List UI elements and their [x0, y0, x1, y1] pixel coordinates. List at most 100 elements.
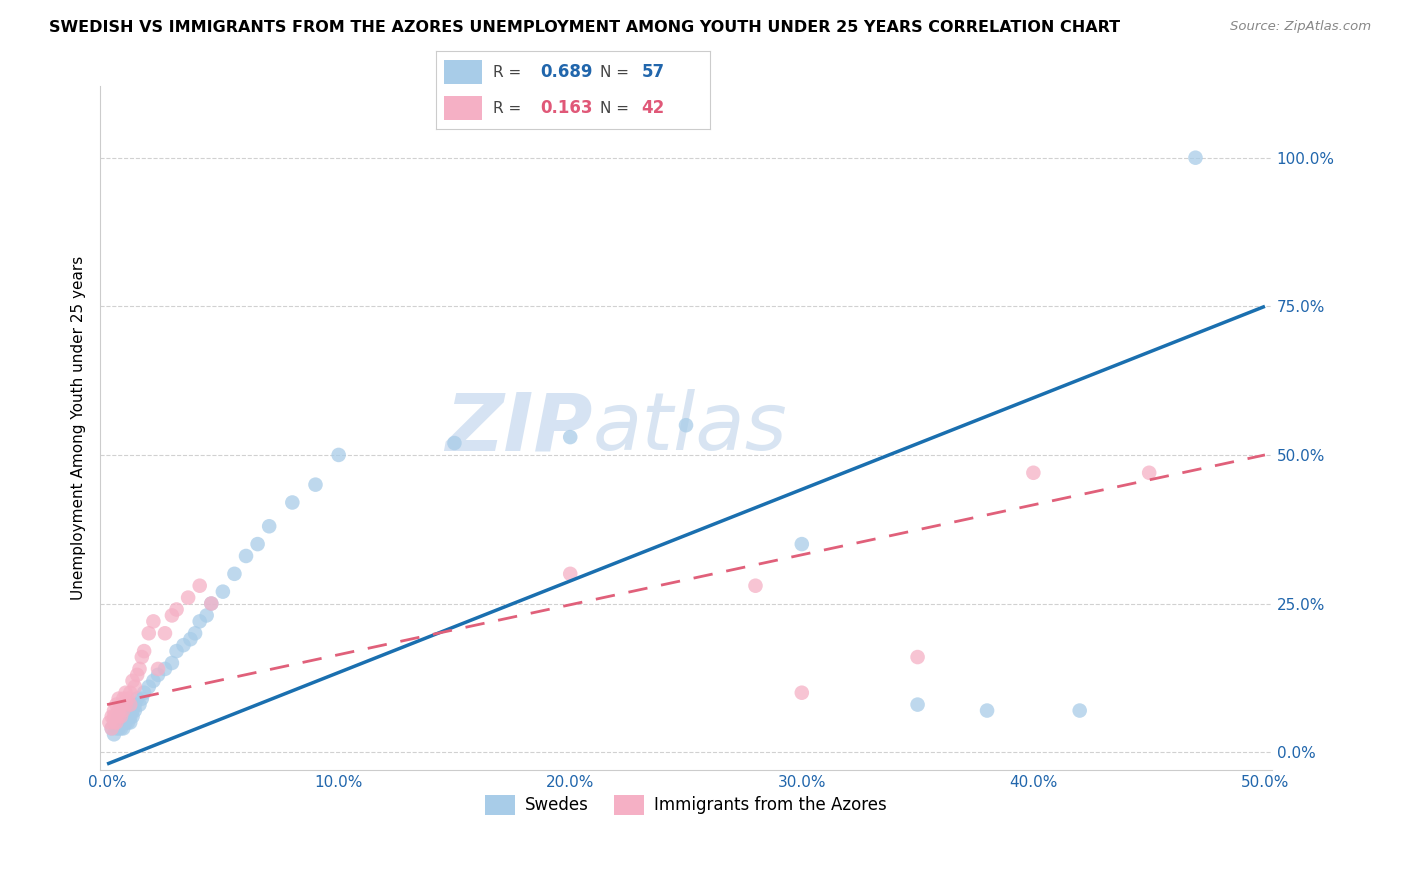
Point: [103, 727, 125, 741]
Text: atlas: atlas: [592, 389, 787, 467]
Text: 0.689: 0.689: [540, 63, 592, 81]
Point: [105, 715, 128, 730]
Point: [103, 715, 125, 730]
Point: [105, 698, 128, 712]
Point: [105, 722, 128, 736]
Point: [121, 673, 143, 688]
Point: [112, 715, 135, 730]
Point: [110, 722, 132, 736]
Point: [160, 656, 183, 670]
Point: [120, 709, 142, 723]
Point: [114, 686, 136, 700]
Point: [257, 519, 280, 533]
Point: [105, 715, 128, 730]
Point: [142, 615, 165, 629]
Point: [110, 715, 132, 730]
Bar: [444, 96, 482, 120]
Point: [195, 608, 218, 623]
Point: [107, 709, 129, 723]
Point: [212, 584, 235, 599]
Point: [976, 704, 998, 718]
Point: [112, 704, 135, 718]
Point: [98, 715, 121, 730]
Point: [1069, 704, 1091, 718]
Point: [117, 715, 139, 730]
Point: [281, 495, 304, 509]
Point: [304, 477, 326, 491]
Point: [1184, 151, 1206, 165]
Point: [1137, 466, 1160, 480]
Point: [124, 698, 146, 712]
Legend: Swedes, Immigrants from the Azores: Swedes, Immigrants from the Azores: [477, 786, 896, 823]
Text: ZIP: ZIP: [444, 389, 592, 467]
Point: [328, 448, 350, 462]
Point: [166, 602, 188, 616]
Point: [114, 698, 136, 712]
Point: [105, 709, 128, 723]
Point: [112, 709, 135, 723]
Point: [173, 638, 195, 652]
Point: [142, 673, 165, 688]
Point: [107, 704, 129, 718]
Text: R =: R =: [494, 64, 527, 79]
Point: [121, 709, 143, 723]
Point: [443, 436, 465, 450]
Point: [188, 615, 211, 629]
Point: [100, 722, 122, 736]
Point: [153, 662, 176, 676]
Point: [131, 650, 153, 665]
Point: [153, 626, 176, 640]
Point: [128, 662, 150, 676]
Point: [124, 704, 146, 718]
Point: [103, 709, 125, 723]
Point: [907, 698, 929, 712]
Point: [112, 691, 135, 706]
Point: [124, 680, 146, 694]
Point: [103, 704, 125, 718]
Bar: [444, 61, 482, 84]
Point: [131, 691, 153, 706]
Point: [100, 722, 122, 736]
Point: [560, 430, 582, 444]
Point: [114, 704, 136, 718]
Point: [184, 626, 207, 640]
Point: [114, 715, 136, 730]
Point: [179, 632, 201, 647]
Point: [188, 579, 211, 593]
Text: Source: ZipAtlas.com: Source: ZipAtlas.com: [1230, 20, 1371, 33]
Y-axis label: Unemployment Among Youth under 25 years: Unemployment Among Youth under 25 years: [72, 256, 86, 600]
Point: [100, 709, 122, 723]
Point: [146, 662, 169, 676]
Point: [235, 549, 257, 563]
Point: [146, 668, 169, 682]
Point: [744, 579, 766, 593]
Point: [200, 597, 222, 611]
Point: [121, 704, 143, 718]
Point: [907, 650, 929, 665]
Point: [107, 715, 129, 730]
Text: SWEDISH VS IMMIGRANTS FROM THE AZORES UNEMPLOYMENT AMONG YOUTH UNDER 25 YEARS CO: SWEDISH VS IMMIGRANTS FROM THE AZORES UN…: [49, 20, 1121, 35]
Text: R =: R =: [494, 101, 527, 116]
Point: [112, 722, 135, 736]
Point: [120, 715, 142, 730]
Point: [246, 537, 269, 551]
Point: [790, 686, 813, 700]
Point: [134, 644, 156, 658]
Text: N =: N =: [600, 64, 634, 79]
Point: [1022, 466, 1045, 480]
Point: [134, 686, 156, 700]
Point: [128, 698, 150, 712]
Point: [166, 644, 188, 658]
Point: [110, 709, 132, 723]
Point: [107, 722, 129, 736]
Point: [120, 686, 142, 700]
Point: [790, 537, 813, 551]
Point: [127, 691, 149, 706]
Point: [160, 608, 183, 623]
Point: [138, 680, 160, 694]
Point: [127, 668, 149, 682]
Point: [107, 709, 129, 723]
Point: [110, 698, 132, 712]
Point: [107, 691, 129, 706]
Point: [560, 566, 582, 581]
